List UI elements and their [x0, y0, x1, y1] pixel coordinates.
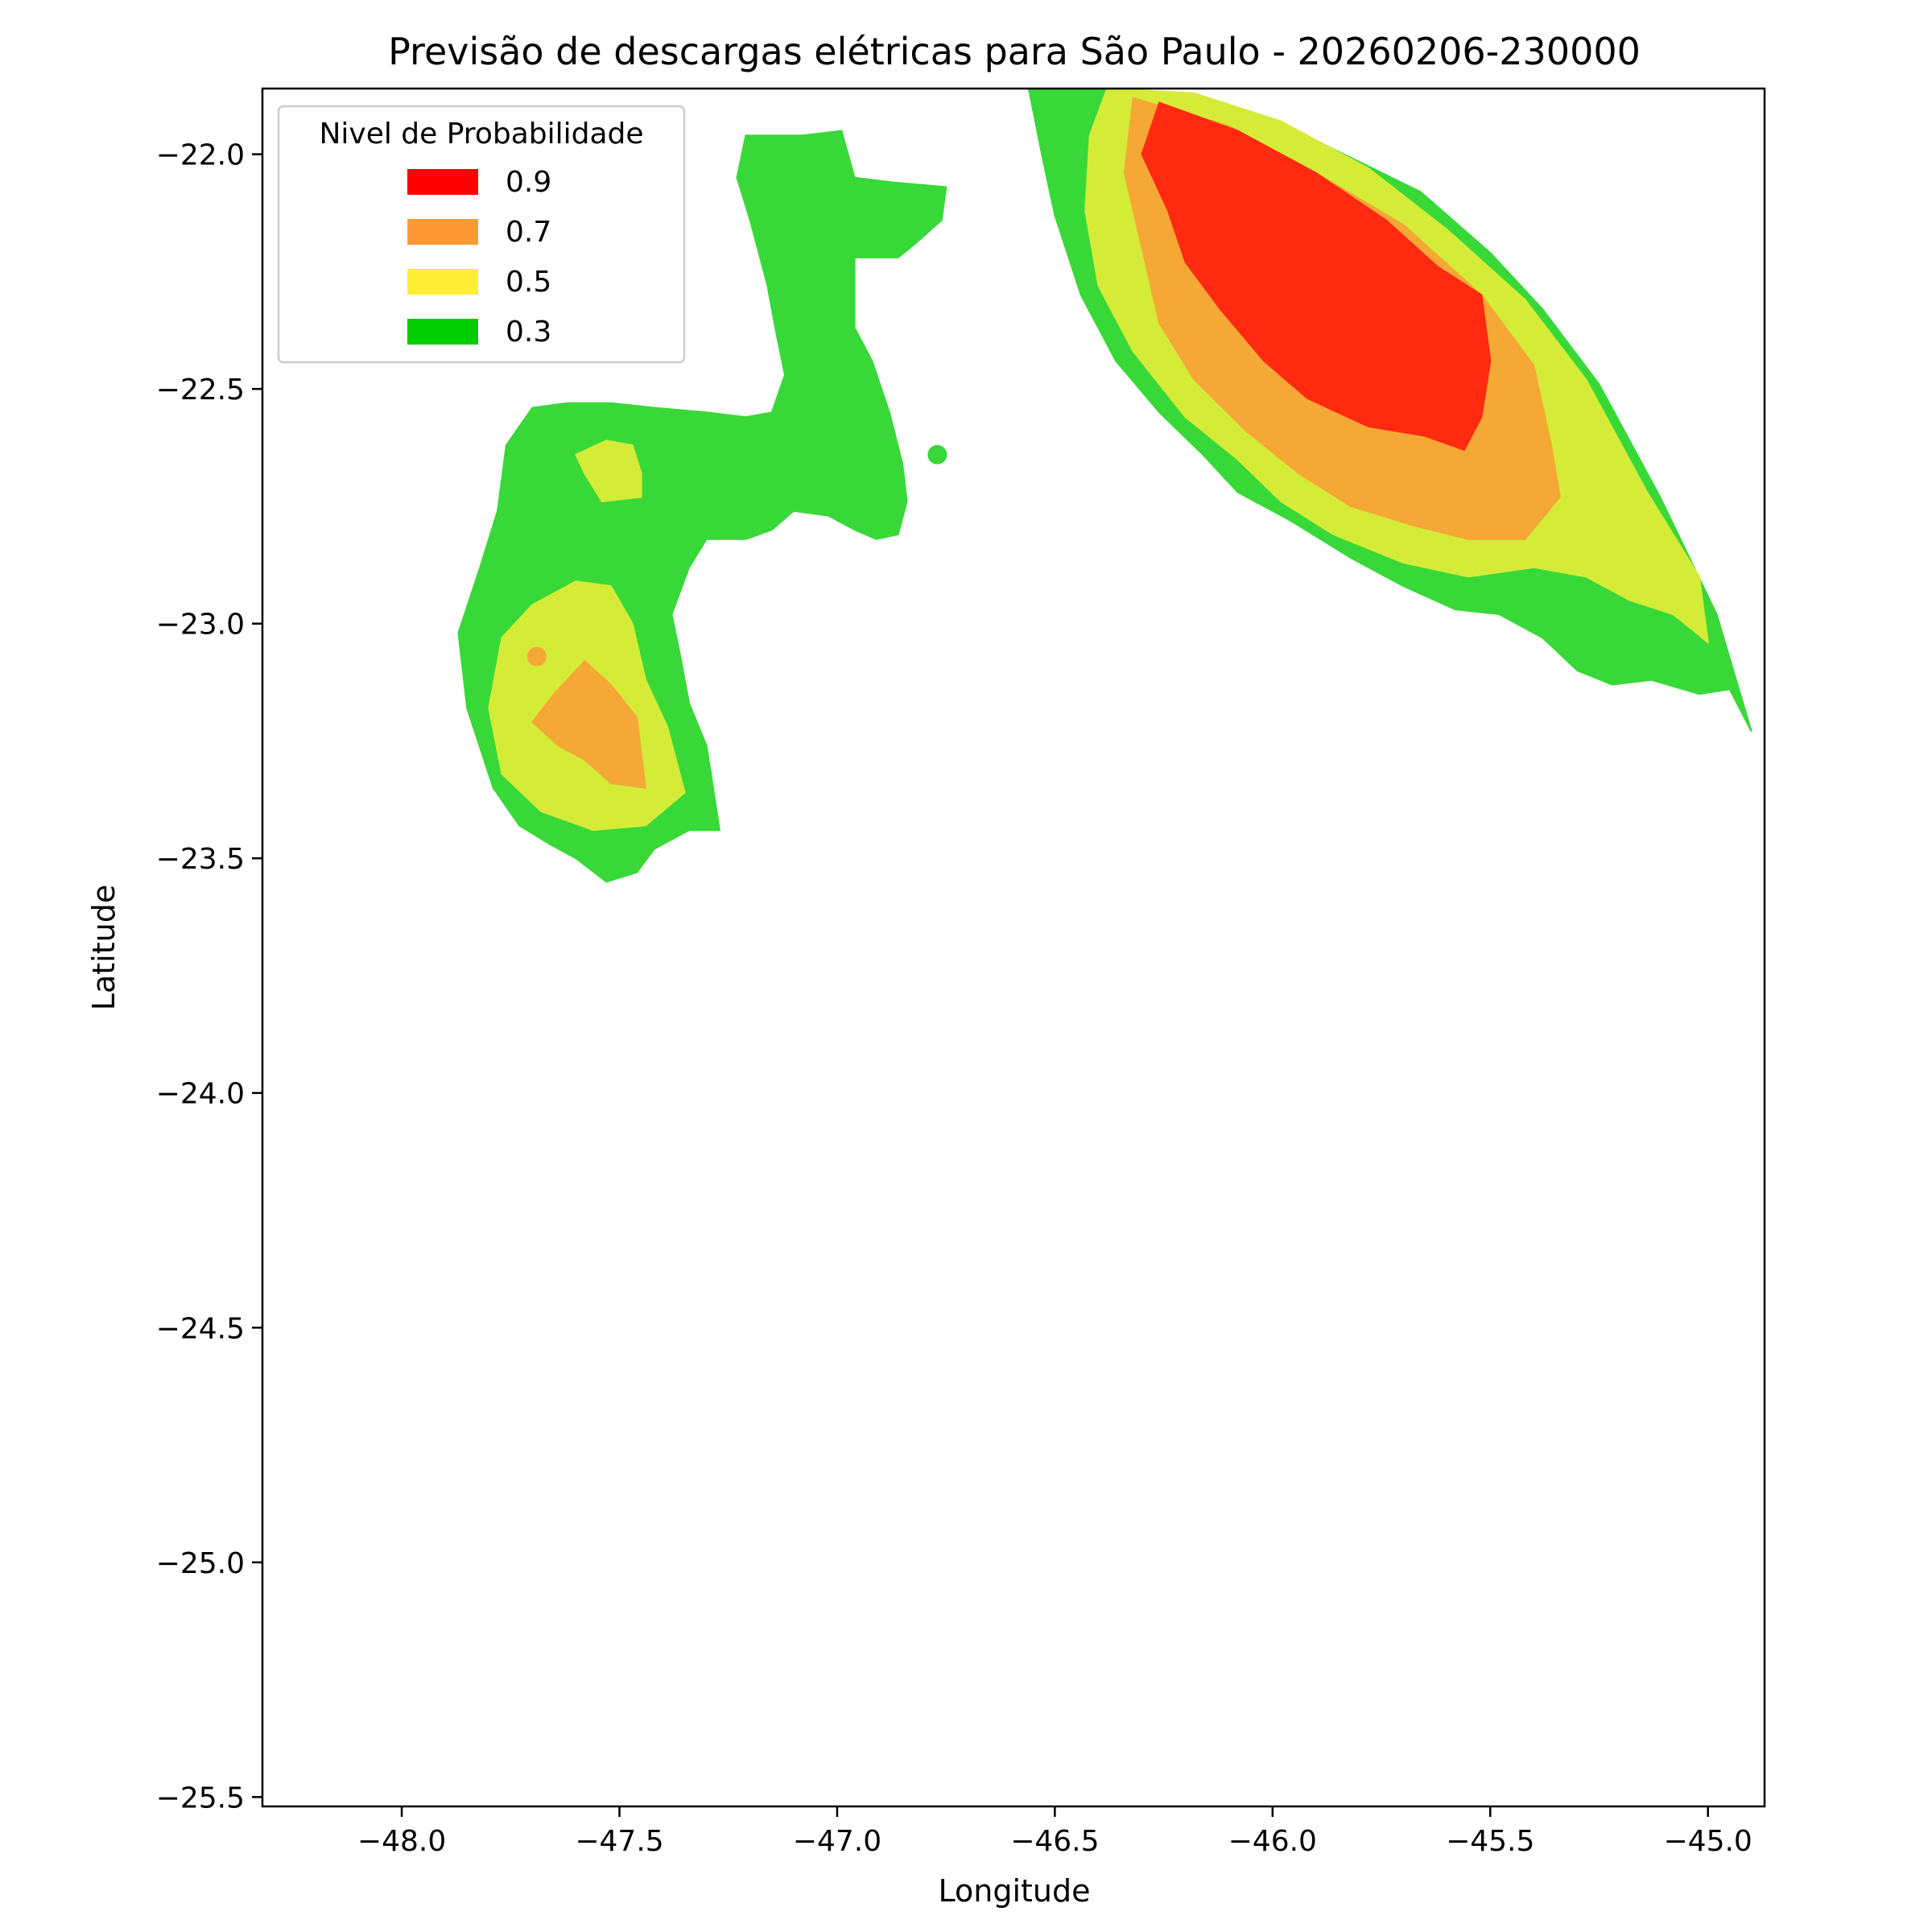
legend-label-07: 0.7 — [506, 216, 551, 249]
y-tick-label: −22.0 — [156, 139, 245, 172]
legend-box — [277, 105, 686, 364]
legend-label-05: 0.5 — [506, 266, 551, 299]
y-axis-label: Latitude — [86, 885, 122, 1010]
plot-frame — [261, 87, 1766, 1808]
y-tick-label: −25.0 — [156, 1547, 245, 1580]
legend-title: Nivel de Probabilidade — [319, 118, 643, 151]
x-axis-ticks: −48.0 −47.5 −47.0 −46.5 −46.0 −45.5 −45.0 — [357, 1806, 1752, 1858]
legend-swatch-03 — [407, 319, 478, 345]
legend-label-03: 0.3 — [506, 316, 551, 349]
y-tick-label: −23.5 — [156, 843, 245, 876]
chart-title: Previsão de descargas elétricas para São… — [388, 30, 1641, 73]
y-tick-label: −24.5 — [156, 1312, 245, 1345]
x-tick-label: −48.0 — [357, 1825, 446, 1858]
contour-point-0 — [501, 585, 521, 605]
contour-regions — [457, 89, 1752, 883]
y-tick-label: −24.0 — [156, 1078, 245, 1111]
y-tick-label: −22.5 — [156, 374, 245, 407]
x-axis-label: Longitude — [939, 1873, 1091, 1909]
y-axis-ticks: −22.0 −22.5 −23.0 −23.5 −24.0 −24.5 −25.0 −25.5 — [156, 139, 262, 1814]
contour-point-2 — [927, 444, 947, 464]
x-tick-label: −46.0 — [1228, 1825, 1317, 1858]
x-tick-label: −46.5 — [1010, 1825, 1099, 1858]
legend-swatch-09 — [407, 169, 478, 195]
contour-region-09-7 — [1141, 101, 1492, 452]
x-tick-label: −47.5 — [575, 1825, 663, 1858]
x-tick-label: −45.0 — [1664, 1825, 1752, 1858]
contour-points — [501, 444, 947, 667]
legend-swatch-05 — [407, 269, 478, 295]
y-tick-label: −23.0 — [156, 609, 245, 642]
contour-region-07-5 — [530, 659, 647, 789]
contour-point-1 — [526, 646, 547, 667]
legend-entries: 0.9 0.7 0.5 0.3 — [407, 166, 551, 349]
contour-region-05-2 — [575, 440, 642, 503]
legend: Nivel de Probabilidade 0.9 0.7 0.5 0.3 — [277, 105, 686, 364]
x-tick-label: −45.5 — [1446, 1825, 1534, 1858]
y-tick-label: −25.5 — [156, 1781, 245, 1814]
legend-swatch-07 — [407, 219, 478, 245]
x-tick-label: −47.0 — [793, 1825, 881, 1858]
legend-label-09: 0.9 — [506, 166, 551, 199]
